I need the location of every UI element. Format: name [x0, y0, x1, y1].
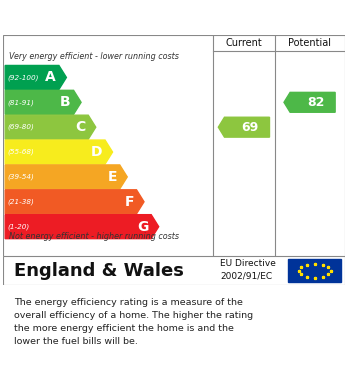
Text: A: A — [46, 70, 56, 84]
Text: (39-54): (39-54) — [8, 174, 35, 180]
Text: F: F — [124, 195, 134, 209]
Text: (21-38): (21-38) — [8, 199, 35, 205]
Text: (55-68): (55-68) — [8, 149, 35, 155]
Polygon shape — [5, 190, 144, 214]
Text: C: C — [75, 120, 86, 134]
Bar — [288, 259, 341, 282]
Text: G: G — [137, 220, 149, 234]
Text: B: B — [60, 95, 71, 109]
Polygon shape — [5, 65, 66, 90]
Text: Potential: Potential — [288, 38, 331, 48]
Polygon shape — [5, 115, 96, 139]
Text: (69-80): (69-80) — [8, 124, 35, 131]
Text: Energy Efficiency Rating: Energy Efficiency Rating — [14, 10, 223, 25]
Polygon shape — [284, 92, 335, 112]
Text: D: D — [91, 145, 102, 159]
Polygon shape — [5, 165, 127, 189]
Polygon shape — [218, 117, 269, 137]
Text: (81-91): (81-91) — [8, 99, 35, 106]
Text: E: E — [108, 170, 117, 184]
Polygon shape — [5, 90, 81, 114]
Text: England & Wales: England & Wales — [14, 262, 184, 280]
Text: EU Directive
2002/91/EC: EU Directive 2002/91/EC — [220, 260, 276, 281]
Text: Very energy efficient - lower running costs: Very energy efficient - lower running co… — [9, 52, 179, 61]
Polygon shape — [5, 215, 159, 239]
Polygon shape — [5, 140, 112, 164]
Text: 69: 69 — [242, 121, 259, 134]
Text: (1-20): (1-20) — [8, 223, 30, 230]
Text: (92-100): (92-100) — [8, 74, 39, 81]
Text: The energy efficiency rating is a measure of the
overall efficiency of a home. T: The energy efficiency rating is a measur… — [14, 298, 253, 346]
Text: Not energy efficient - higher running costs: Not energy efficient - higher running co… — [9, 231, 179, 240]
Text: Current: Current — [226, 38, 262, 48]
Text: 82: 82 — [307, 96, 325, 109]
